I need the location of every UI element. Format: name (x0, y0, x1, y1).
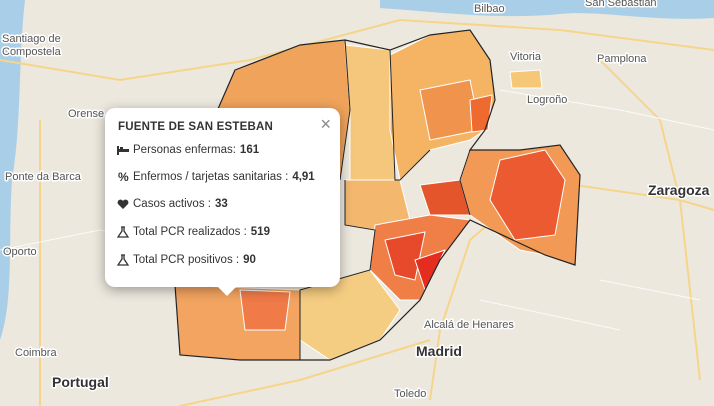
place-label: Logroño (527, 94, 567, 106)
row-value: 4,91 (292, 171, 315, 183)
row-value: 519 (250, 226, 270, 238)
sea (380, 0, 714, 19)
icon (117, 226, 129, 238)
popup-row: % Enfermos / tarjetas sanitarias :4,91 (117, 171, 315, 183)
place-label: Toledo (394, 388, 426, 400)
popup-row: Casos activos :33 (117, 198, 228, 210)
popup-row: Total PCR realizados :519 (117, 226, 270, 238)
popup-row: Total PCR positivos :90 (117, 254, 256, 266)
row-label: Total PCR positivos : (133, 254, 240, 266)
place-label: Ponte da Barca (5, 171, 82, 183)
place-label: Orense (68, 108, 104, 120)
row-label: Total PCR realizados : (133, 226, 247, 238)
place-label: San Sebastián (585, 0, 657, 9)
row-label: Enfermos / tarjetas sanitarias : (133, 171, 289, 183)
close-button[interactable]: × (320, 114, 331, 134)
popup-title: FUENTE DE SAN ESTEBAN (118, 121, 273, 133)
svg-text:%: % (118, 171, 129, 183)
region-border (174, 29, 581, 361)
province-border (299, 39, 471, 360)
row-value: 161 (239, 144, 260, 156)
place-label: Zaragoza (648, 182, 710, 198)
icon (117, 199, 129, 209)
place-label: Santiago de (2, 33, 61, 45)
sea (0, 0, 25, 340)
place-label: Coimbra (15, 347, 57, 359)
row-label: Casos activos : (133, 198, 211, 210)
popup-row: Personas enfermas: 161 (117, 144, 259, 156)
place-label: Bilbao (474, 3, 505, 15)
place-label: Portugal (52, 374, 109, 390)
icon (117, 146, 129, 155)
place-label: Oporto (3, 246, 37, 258)
info-popup: FUENTE DE SAN ESTEBAN × Personas enferma… (105, 108, 340, 296)
place-label: Vitoria (510, 51, 542, 63)
place-label: Madrid (416, 343, 462, 359)
icon (117, 254, 129, 266)
place-label: Compostela (2, 46, 62, 58)
icon: % (118, 171, 129, 183)
row-value: 90 (243, 254, 256, 266)
place-label: Alcalá de Henares (424, 319, 514, 331)
place-label: Pamplona (597, 53, 647, 65)
row-label: Personas enfermas: (133, 144, 236, 156)
row-value: 33 (214, 198, 228, 210)
